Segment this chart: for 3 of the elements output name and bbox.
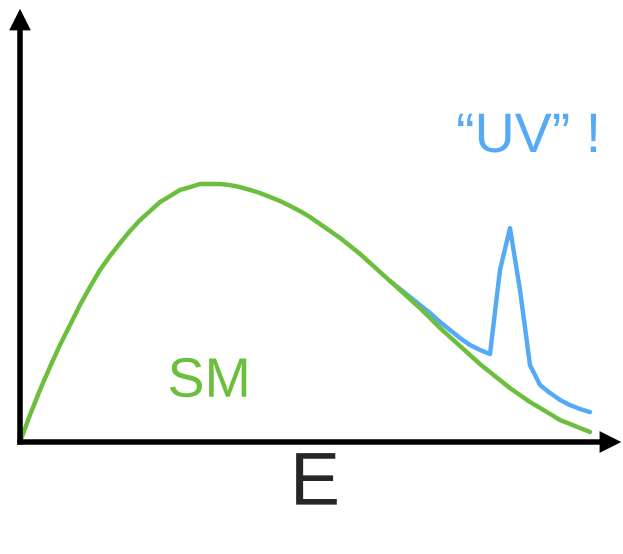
series-label: “UV” ! (458, 114, 596, 152)
x-axis-title: E (296, 453, 337, 505)
series-label: SM (170, 358, 246, 398)
